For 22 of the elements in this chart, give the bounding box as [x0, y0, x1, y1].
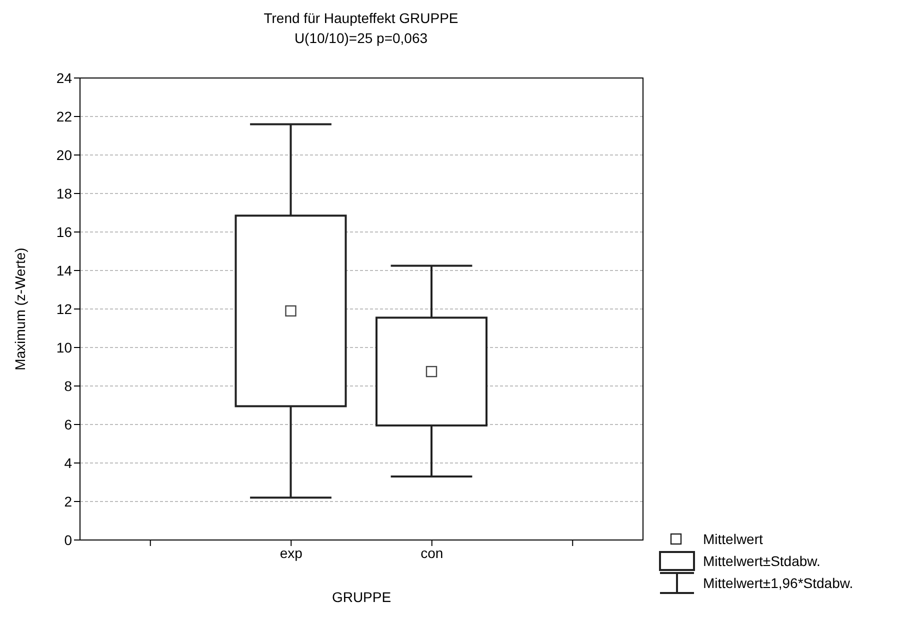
text: Mittelwert±1,96*Stdabw.	[703, 574, 854, 593]
y-tick-label: 16	[56, 224, 72, 240]
y-tick-label: 0	[64, 532, 72, 548]
x-axis-title: GRUPPE	[332, 589, 392, 605]
y-tick-label: 10	[56, 339, 72, 356]
y-tick-label: 8	[64, 378, 72, 394]
y-tick-label: 14	[56, 262, 72, 278]
y-tick-label: 18	[56, 185, 72, 202]
chart-title: Trend für Haupteffekt GRUPPE	[262, 9, 460, 28]
y-tick-label: 20	[56, 146, 72, 163]
y-tick-label: 12	[56, 300, 72, 317]
y-axis-title: Maximum (z-Werte)	[12, 248, 28, 370]
y-tick-label: 24	[56, 70, 72, 86]
chart-subtitle: U(10/10)=25 p=0,063	[293, 29, 429, 48]
x-tick-label: con	[420, 544, 444, 561]
y-tick-label: 6	[64, 416, 72, 432]
text: Mittelwert	[703, 530, 763, 549]
y-tick-label: 4	[64, 454, 72, 471]
x-tick-label: exp	[280, 544, 303, 561]
y-tick-label: 2	[64, 493, 72, 510]
y-tick-label: 22	[56, 108, 72, 124]
text: Mittelwert±Stdabw.	[703, 552, 820, 571]
